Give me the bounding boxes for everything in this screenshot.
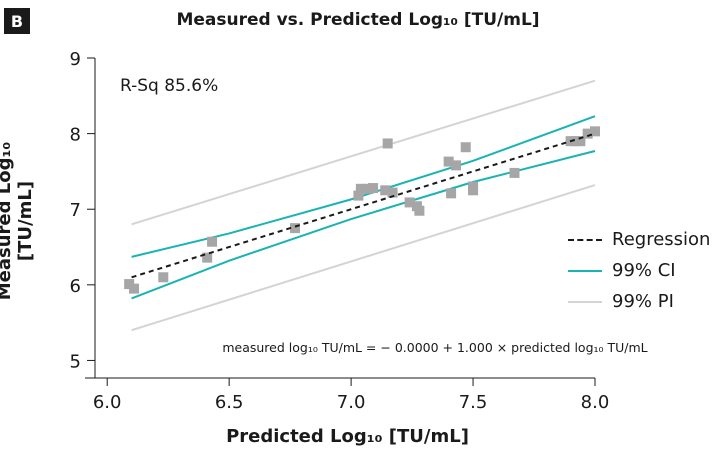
legend-label-pi: 99% PI xyxy=(612,291,674,312)
x-axis-label: Predicted Log₁₀ [TU/mL] xyxy=(226,426,469,447)
data-point xyxy=(468,181,479,192)
data-point xyxy=(509,167,520,178)
data-point xyxy=(582,128,593,139)
y-tick-label: 7 xyxy=(70,200,81,221)
data-point xyxy=(290,223,300,234)
legend-label-regression: Regression xyxy=(612,229,711,250)
data-point xyxy=(353,190,364,201)
data-point xyxy=(355,183,366,194)
regression-equation: measured log₁₀ TU/mL = − 0.0000 + 1.000 … xyxy=(222,340,648,355)
data-point xyxy=(387,187,398,198)
regression-line xyxy=(131,132,596,279)
data-point xyxy=(404,197,415,208)
pi-lower-line xyxy=(131,184,596,332)
data-point xyxy=(158,272,169,283)
panel-label-badge: B xyxy=(4,8,30,34)
data-point xyxy=(443,156,454,167)
data-point xyxy=(575,136,586,147)
legend-label-ci: 99% CI xyxy=(612,260,676,281)
pi-upper-line xyxy=(131,79,596,226)
data-point xyxy=(460,142,471,153)
data-point xyxy=(368,183,379,194)
legend-item-regression: Regression xyxy=(568,224,710,255)
data-point xyxy=(202,252,213,263)
y-tick-label: 9 xyxy=(70,49,81,70)
data-point xyxy=(129,283,140,294)
legend-swatch-pi xyxy=(568,300,602,303)
legend-item-ci: 99% CI xyxy=(568,255,710,286)
data-point xyxy=(590,126,600,137)
y-axis-label: Measured Log₁₀ [TU/mL] xyxy=(0,141,36,301)
x-tick-label: 7.5 xyxy=(459,392,488,413)
x-tick-label: 8.0 xyxy=(581,392,610,413)
y-tick-label: 8 xyxy=(70,125,81,146)
x-tick-label: 6.0 xyxy=(93,392,122,413)
legend-item-pi: 99% PI xyxy=(568,286,710,317)
data-point xyxy=(450,160,461,171)
data-point xyxy=(446,188,457,199)
chart-title: Measured vs. Predicted Log₁₀ [TU/mL] xyxy=(176,10,540,30)
legend-swatch-regression xyxy=(568,238,602,241)
ci-lower-line xyxy=(131,150,596,300)
data-point xyxy=(382,138,393,149)
y-tick-label: 5 xyxy=(70,351,81,372)
chart-legend: Regression 99% CI 99% PI xyxy=(568,224,710,317)
y-tick-label: 6 xyxy=(70,276,81,297)
x-tick-label: 7.0 xyxy=(337,392,366,413)
data-point xyxy=(380,185,391,196)
r-squared-annotation: R-Sq 85.6% xyxy=(120,76,219,96)
ci-upper-line xyxy=(131,115,596,258)
data-point xyxy=(414,205,425,216)
legend-swatch-ci xyxy=(568,269,602,272)
x-tick-label: 6.5 xyxy=(215,392,244,413)
data-point xyxy=(207,236,218,247)
